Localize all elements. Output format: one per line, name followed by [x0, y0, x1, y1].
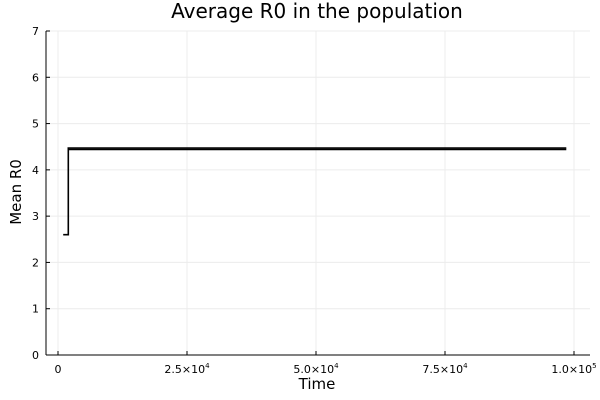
tick-labels: 0 1 2 3 4 5 6 7 0 2.5×104 5.0×104 7.5×104 1.0×105: [32, 25, 597, 376]
y-tick-label: 5: [32, 118, 39, 131]
y-tick-label: 0: [32, 349, 39, 362]
y-tick-label: 3: [32, 210, 39, 223]
x-tick-label: 5.0×104: [293, 362, 339, 376]
series-group: [63, 147, 567, 236]
x-tick-label: 0: [55, 363, 62, 376]
x-tick-label: 1.0×105: [551, 362, 596, 376]
axes: [45, 30, 590, 356]
y-tick-label: 4: [32, 164, 39, 177]
x-tick-label: 7.5×104: [422, 362, 468, 376]
chart-title: Average R0 in the population: [171, 0, 463, 23]
grid: [46, 30, 590, 356]
x-tick-label: 2.5×104: [164, 362, 210, 376]
x-axis-label: Time: [298, 375, 336, 393]
y-axis-label: Mean R0: [7, 159, 25, 225]
series-line-1: [63, 147, 567, 236]
y-tick-label: 1: [32, 303, 39, 316]
y-tick-label: 6: [32, 71, 39, 84]
y-tick-label: 7: [32, 25, 39, 38]
y-tick-label: 2: [32, 256, 39, 269]
